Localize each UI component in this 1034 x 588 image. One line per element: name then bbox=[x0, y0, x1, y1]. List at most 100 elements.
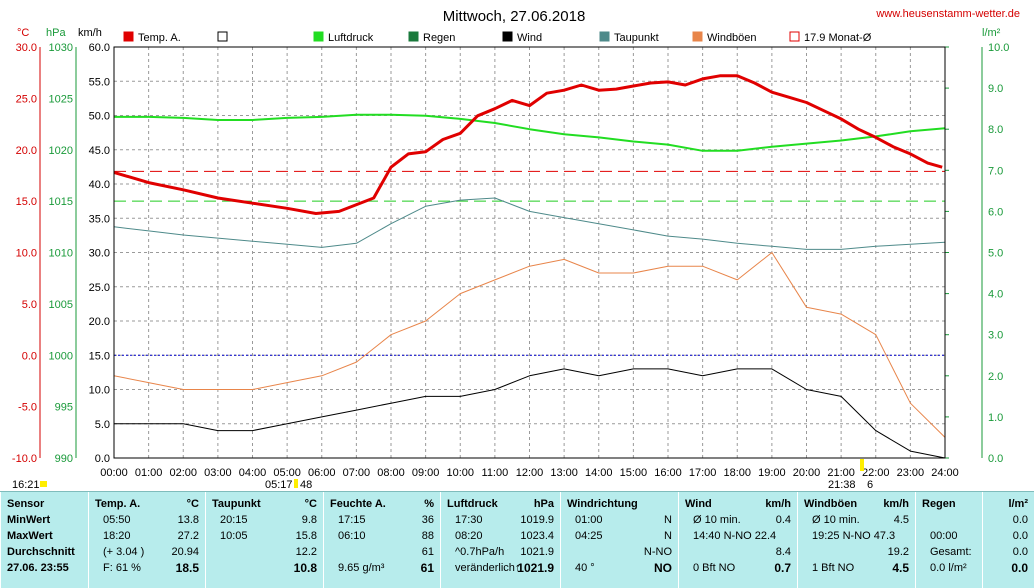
stats-cell-label: 0 Bft NO bbox=[693, 562, 736, 574]
speed-tick-label: 55.0 bbox=[89, 76, 110, 88]
sunrise-marker bbox=[294, 479, 298, 488]
sunset-minutes: 6 bbox=[867, 479, 873, 491]
legend-swatch bbox=[313, 31, 324, 42]
legend-swatch bbox=[408, 31, 419, 42]
temp-tick-label: -5.0 bbox=[18, 402, 37, 414]
stats-header: Regen bbox=[922, 498, 956, 510]
stats-column: Taupunkt °C 20:15 9.8 10:05 15.8 12.2 10.8 bbox=[205, 492, 323, 588]
stats-cell-label: 06:10 bbox=[338, 530, 366, 542]
pressure-tick-label: 995 bbox=[55, 402, 73, 414]
rain-tick-label: 1.0 bbox=[988, 412, 1003, 424]
rain-tick-label: 0.0 bbox=[988, 453, 1003, 465]
legend-label: Wind bbox=[517, 32, 542, 44]
stats-cell-label: 04:25 bbox=[575, 530, 603, 542]
series-line-taupunkt bbox=[113, 197, 946, 250]
pressure-unit-label: hPa bbox=[46, 27, 66, 39]
legend-swatch bbox=[123, 31, 134, 42]
chart-title: Mittwoch, 27.06.2018 bbox=[443, 8, 586, 25]
stats-cell-value: 0.0 bbox=[1011, 561, 1028, 575]
time-tick-label: 17:00 bbox=[689, 467, 717, 479]
stats-cell-value: 61 bbox=[421, 546, 434, 558]
stats-cell-label: (+ 3.04 ) bbox=[103, 546, 145, 558]
stats-cell-label: MaxWert bbox=[7, 530, 53, 542]
stats-cell-value: 10.8 bbox=[293, 561, 317, 575]
time-tick-label: 23:00 bbox=[897, 467, 925, 479]
legend-label: Taupunkt bbox=[614, 32, 659, 44]
stats-cell-label: Ø 10 min. bbox=[812, 514, 860, 526]
time-tick-label: 10:00 bbox=[446, 467, 474, 479]
series-line-windb-en bbox=[113, 252, 946, 438]
stats-cell-label: Durchschnitt bbox=[7, 546, 75, 558]
statistics-panel: Sensor MinWert MaxWert Durchschnitt 27.06. 2… bbox=[0, 491, 1034, 588]
stats-cell-label: ^0.7hPa/h bbox=[455, 546, 505, 558]
time-tick-label: 20:00 bbox=[793, 467, 821, 479]
time-tick-label: 04:00 bbox=[239, 467, 267, 479]
time-tick-label: 07:00 bbox=[343, 467, 371, 479]
site-link[interactable]: www.heusenstamm-wetter.de bbox=[875, 8, 1020, 20]
legend-swatch bbox=[502, 31, 513, 42]
corner-time: 16:21 bbox=[12, 479, 40, 491]
stats-cell-value: 88 bbox=[421, 530, 434, 542]
stats-cell-value: 4.5 bbox=[893, 514, 909, 526]
pressure-tick-label: 1010 bbox=[49, 248, 73, 260]
time-axis: 00:00 01:00 02:00 03:00 04:00 05:00 06:00 07:00… bbox=[12, 459, 959, 491]
left-axes: 30.0 25.0 20.0 15.0 10.0 5.0 0.0 -5.0 -10.0 1030 1… bbox=[12, 42, 110, 465]
pressure-tick-label: 1020 bbox=[49, 145, 73, 157]
rain-tick-label: 10.0 bbox=[988, 42, 1009, 54]
time-tick-label: 24:00 bbox=[931, 467, 959, 479]
stats-cell-label: 10:05 bbox=[220, 530, 248, 542]
stats-cell-value: 0.4 bbox=[775, 514, 791, 526]
time-tick-label: 21:00 bbox=[827, 467, 855, 479]
stats-cell-label: 00:00 bbox=[930, 530, 958, 542]
temp-tick-label: 20.0 bbox=[16, 145, 37, 157]
plot-frame bbox=[113, 46, 946, 459]
stats-column: Windrichtung 01:00 N 04:25 N N-NO 40 ° NO bbox=[560, 492, 678, 588]
legend-swatch bbox=[217, 31, 228, 42]
temp-tick-label: 30.0 bbox=[16, 42, 37, 54]
speed-tick-label: 35.0 bbox=[89, 213, 110, 225]
time-tick-label: 01:00 bbox=[135, 467, 163, 479]
stats-cell-value: N bbox=[664, 530, 672, 542]
speed-tick-label: 10.0 bbox=[89, 385, 110, 397]
corner-marker bbox=[40, 481, 47, 487]
stats-cell-value: 15.8 bbox=[295, 530, 317, 542]
stats-cell-label: 1 Bft NO bbox=[812, 562, 855, 574]
time-tick-label: 09:00 bbox=[412, 467, 440, 479]
stats-header: Wind bbox=[685, 498, 712, 510]
rain-tick-label: 9.0 bbox=[988, 83, 1003, 95]
stats-unit: km/h bbox=[883, 498, 909, 510]
stats-cell-value: 9.8 bbox=[301, 514, 317, 526]
stats-cell-label: 19:25 N-NO 47.3 bbox=[812, 530, 896, 542]
legend-label: Luftdruck bbox=[328, 32, 374, 44]
legend-swatch bbox=[599, 31, 610, 42]
rain-tick-label: 7.0 bbox=[988, 165, 1003, 177]
stats-cell-label: 05:50 bbox=[103, 514, 131, 526]
stats-cell-value: 27.2 bbox=[177, 530, 199, 542]
rain-unit-label: l/m² bbox=[982, 27, 1001, 39]
series-line-luftdruck bbox=[114, 113, 946, 152]
temp-tick-label: 5.0 bbox=[22, 299, 37, 311]
stats-header: Feuchte A. bbox=[330, 498, 386, 510]
pressure-tick-label: 1005 bbox=[49, 299, 73, 311]
stats-cell-label: F: 61 % bbox=[103, 562, 141, 574]
sunset-marker bbox=[860, 459, 864, 471]
pressure-tick-label: 1030 bbox=[49, 42, 73, 54]
temp-tick-label: 0.0 bbox=[22, 350, 37, 362]
speed-tick-label: 60.0 bbox=[89, 42, 110, 54]
sunset-label: 21:38 bbox=[828, 479, 856, 491]
series-line-wind bbox=[114, 368, 946, 459]
stats-cell-label: 18:20 bbox=[103, 530, 131, 542]
temp-unit-label: °C bbox=[17, 27, 29, 39]
stats-cell-label: 17:30 bbox=[455, 514, 483, 526]
time-tick-label: 00:00 bbox=[100, 467, 128, 479]
stats-cell-value: 13.8 bbox=[177, 514, 199, 526]
stats-column: Feuchte A.% 17:15 36 06:10 88 61 9.65 g/m³ 61 bbox=[323, 492, 440, 588]
time-tick-label: 13:00 bbox=[550, 467, 578, 479]
stats-cell-value: N bbox=[664, 514, 672, 526]
pressure-tick-label: 1000 bbox=[49, 350, 73, 362]
stats-cell-label: 9.65 g/m³ bbox=[338, 562, 385, 574]
time-tick-label: 19:00 bbox=[758, 467, 786, 479]
stats-cell-value: 8.4 bbox=[775, 546, 791, 558]
stats-cell-label: Gesamt: bbox=[930, 546, 972, 558]
stats-cell-value: 36 bbox=[421, 514, 434, 526]
